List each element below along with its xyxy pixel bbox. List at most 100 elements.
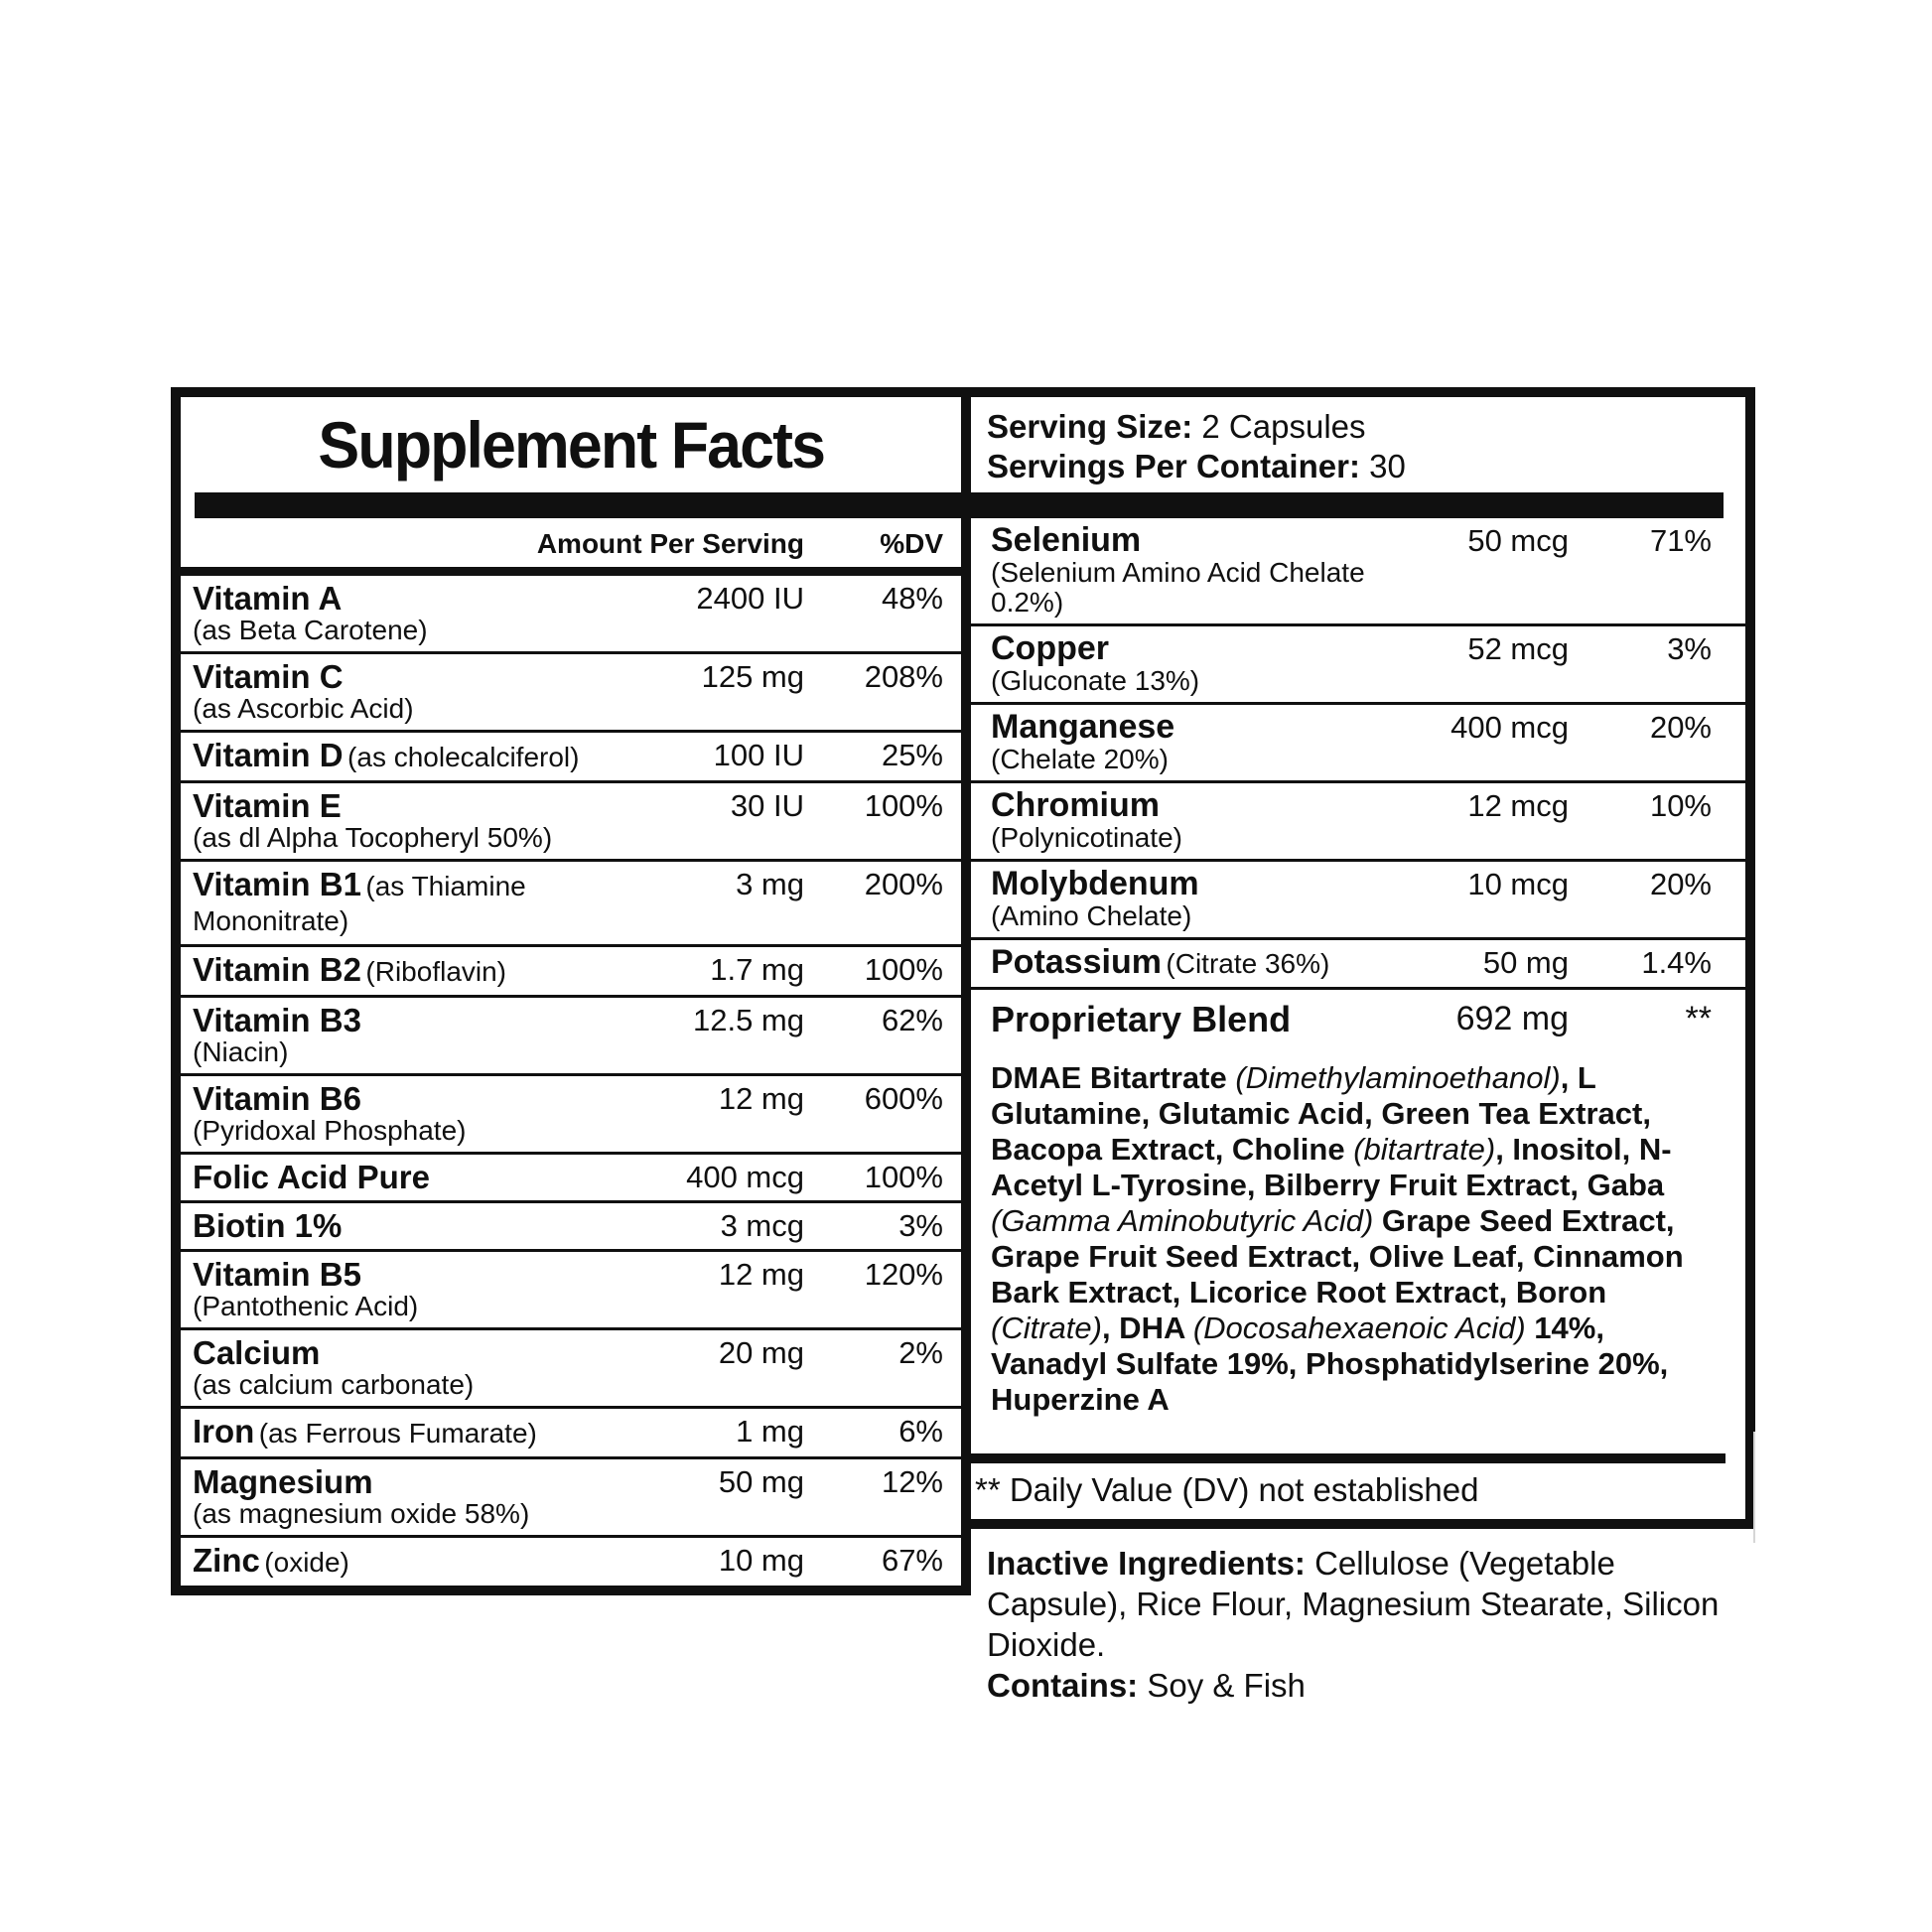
nutrient-dv: 62% — [881, 1003, 943, 1037]
contains-text: Soy & Fish — [1138, 1667, 1306, 1704]
nutrient-dv: 600% — [864, 1081, 943, 1116]
nutrient-name: Selenium — [991, 521, 1142, 559]
nutrient-dv: 100% — [864, 952, 943, 987]
nutrient-form-subline: (Niacin) — [193, 1036, 289, 1067]
nutrient-name-cell: Vitamin B6 (Pyridoxal Phosphate) — [193, 1081, 616, 1146]
servings-per-container-value: 30 — [1359, 448, 1406, 484]
nutrient-form-inline: (as Thiamine Mononitrate) — [193, 871, 526, 936]
nutrient-amount: 12 mg — [718, 1081, 804, 1116]
header-underline-rule — [181, 567, 961, 576]
proprietary-blend-ingredients: DMAE Bitartrate (Dimethylaminoethanol) , … — [971, 1046, 1745, 1418]
nutrient-name: Copper — [991, 629, 1109, 667]
nutrient-name-cell: Molybdenum (Amino Chelate) — [991, 867, 1380, 931]
nutrient-amount: 20 mg — [718, 1335, 804, 1370]
nutrient-name: Proprietary Blend — [991, 999, 1292, 1039]
nutrient-dv: 48% — [881, 581, 943, 616]
nutrient-dv: ** — [1685, 1000, 1712, 1037]
nutrient-name-cell: Vitamin D (as cholecalciferol) — [193, 738, 616, 774]
nutrient-name-cell: Iron (as Ferrous Fumarate) — [193, 1414, 616, 1450]
nutrient-row: Calcium (as calcium carbonate) 20 mg 2% — [181, 1330, 961, 1409]
nutrient-amount: 12.5 mg — [692, 1003, 804, 1037]
daily-value-footnote: ** Daily Value (DV) not established — [975, 1471, 1479, 1508]
nutrient-amount: 1 mg — [736, 1414, 804, 1449]
nutrient-dv: 100% — [864, 788, 943, 823]
blend-segment: 14%, Vanadyl Sulfate 19%, Phosphatidylse… — [991, 1311, 1669, 1417]
nutrient-row: Iron (as Ferrous Fumarate) 1 mg 6% — [181, 1409, 961, 1459]
nutrient-name: Magnesium — [193, 1463, 373, 1500]
nutrient-form-inline: (Citrate 36%) — [1166, 948, 1330, 979]
nutrient-row: Vitamin B6 (Pyridoxal Phosphate) 12 mg 600% — [181, 1076, 961, 1155]
nutrient-form-subline: (as magnesium oxide 58%) — [193, 1498, 530, 1529]
nutrient-row: Molybdenum (Amino Chelate) 10 mcg 20% — [971, 862, 1745, 940]
right-panel: Serving Size: 2 Capsules Servings Per Co… — [971, 387, 1755, 1529]
nutrient-amount: 12 mcg — [1467, 788, 1569, 823]
nutrient-amount: 10 mg — [718, 1543, 804, 1578]
nutrient-name: Vitamin E — [193, 787, 342, 824]
blend-segment-italic: (Dimethylaminoethanol) — [1235, 1060, 1561, 1095]
nutrient-dv: 20% — [1649, 710, 1712, 745]
nutrient-name: Biotin 1% — [193, 1207, 343, 1244]
nutrient-row: Folic Acid Pure 400 mcg 100% — [181, 1155, 961, 1203]
contains-line: Contains: Soy & Fish — [987, 1665, 1749, 1706]
nutrient-row: Vitamin E (as dl Alpha Tocopheryl 50%) 30 … — [181, 783, 961, 862]
nutrient-name-cell: Proprietary Blend — [991, 999, 1380, 1039]
nutrient-name-cell: Selenium (Selenium Amino Acid Chelate 0.2… — [991, 523, 1380, 618]
nutrient-form-subline: (Polynicotinate) — [991, 822, 1182, 853]
nutrient-dv: 25% — [881, 738, 943, 772]
nutrient-dv: 71% — [1649, 523, 1712, 558]
nutrient-name: Vitamin D — [193, 737, 344, 773]
nutrient-form-subline: (Amino Chelate) — [991, 900, 1192, 931]
nutrient-dv: 120% — [864, 1257, 943, 1292]
nutrient-amount: 10 mcg — [1467, 867, 1569, 901]
nutrient-name: Iron — [193, 1413, 255, 1449]
inactive-ingredients: Inactive Ingredients: Cellulose (Vegetab… — [971, 1529, 1755, 1706]
blend-segment-italic: (bitartrate) — [1353, 1132, 1496, 1167]
left-panel: Supplement Facts Amount Per Serving %DV … — [171, 387, 971, 1595]
nutrient-form-inline: (oxide) — [264, 1547, 349, 1578]
nutrient-row: Vitamin B1 (as Thiamine Mononitrate) 3 mg… — [181, 862, 961, 947]
nutrient-name: Vitamin A — [193, 580, 343, 617]
nutrient-name-cell: Vitamin E (as dl Alpha Tocopheryl 50%) — [193, 788, 616, 853]
nutrient-amount: 400 mcg — [686, 1160, 804, 1194]
nutrient-amount: 100 IU — [713, 738, 804, 772]
nutrient-dv: 6% — [898, 1414, 943, 1449]
supplement-facts-panel: Supplement Facts Amount Per Serving %DV … — [171, 387, 1755, 1706]
nutrient-row: Vitamin A (as Beta Carotene) 2400 IU 48% — [181, 576, 961, 654]
contains-label: Contains: — [987, 1667, 1139, 1704]
servings-per-container-label: Servings Per Container: — [987, 448, 1360, 484]
nutrient-amount: 125 mg — [701, 659, 804, 694]
nutrient-name: Vitamin B2 — [193, 951, 361, 988]
header-thick-rule-right — [971, 492, 1724, 518]
nutrient-amount: 50 mcg — [1467, 523, 1569, 558]
nutrient-name: Calcium — [193, 1334, 321, 1371]
nutrient-row: Vitamin D (as cholecalciferol) 100 IU 25% — [181, 733, 961, 783]
nutrient-table-right: Selenium (Selenium Amino Acid Chelate 0.2… — [971, 518, 1745, 1046]
percent-dv-header: %DV — [880, 528, 943, 559]
nutrient-amount: 50 mg — [1482, 945, 1569, 980]
nutrient-dv: 20% — [1649, 867, 1712, 901]
nutrient-row: Proprietary Blend 692 mg ** — [971, 990, 1745, 1046]
nutrient-form-subline: (Gluconate 13%) — [991, 665, 1200, 696]
nutrient-name-cell: Vitamin B5 (Pantothenic Acid) — [193, 1257, 616, 1321]
nutrient-row: Copper (Gluconate 13%) 52 mcg 3% — [971, 626, 1745, 705]
nutrient-dv: 208% — [864, 659, 943, 694]
nutrient-row: Magnesium (as magnesium oxide 58%) 50 mg 12… — [181, 1459, 961, 1538]
blend-segment: , Inositol, N-Acetyl L-Tyrosine, Bilberr… — [991, 1132, 1672, 1202]
blend-segment-italic: (Citrate) — [991, 1311, 1102, 1345]
serving-size-value: 2 Capsules — [1192, 408, 1366, 445]
nutrient-name: Potassium — [991, 943, 1162, 981]
nutrient-amount: 692 mg — [1455, 1000, 1569, 1037]
nutrient-amount: 3 mg — [736, 867, 804, 901]
nutrient-name-cell: Vitamin B1 (as Thiamine Mononitrate) — [193, 867, 616, 938]
nutrient-form-inline: (Riboflavin) — [365, 956, 507, 987]
nutrient-dv: 2% — [898, 1335, 943, 1370]
right-column: Serving Size: 2 Capsules Servings Per Co… — [971, 387, 1755, 1706]
nutrient-name-cell: Vitamin B3 (Niacin) — [193, 1003, 616, 1067]
servings-per-container-line: Servings Per Container: 30 — [987, 447, 1745, 486]
nutrient-name: Vitamin B3 — [193, 1002, 361, 1038]
nutrient-amount: 30 IU — [730, 788, 804, 823]
nutrient-row: Vitamin B5 (Pantothenic Acid) 12 mg 120% — [181, 1252, 961, 1330]
blend-segment: DMAE Bitartrate — [991, 1060, 1236, 1095]
serving-size-label: Serving Size: — [987, 408, 1193, 445]
nutrient-dv: 3% — [898, 1208, 943, 1243]
